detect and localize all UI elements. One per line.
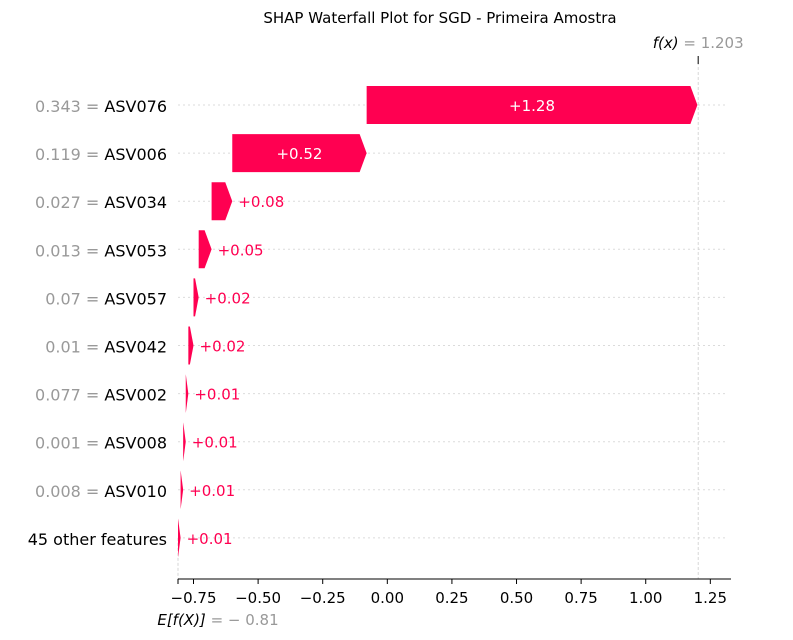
shap-value-label: +0.01 [189,482,235,500]
shap-bar-asv076 [366,86,698,124]
labels-layer: 0.343 = ASV076 0.119 = ASV006 0.027 = ASV0… [28,97,167,549]
feature-value-text: 0.077 = [35,385,104,404]
shap-value-label: +0.05 [218,241,264,259]
feature-name-text: ASV076 [104,97,167,116]
fx-symbol: f(x) [653,34,684,52]
feature-value-text: 0.013 = [35,241,104,260]
x-tick-label: 0.00 [371,589,404,607]
shap-bar-asv002 [185,374,189,413]
shap-bar-asv010 [180,470,184,509]
base-value: = − 0.81 [211,611,279,629]
feature-label: 45 other features [28,529,167,548]
feature-value-text: 0.343 = [35,97,104,116]
shap-bar-45-other-features [178,518,181,557]
fx-annotation: f(x) = 1.203 [653,34,744,64]
feature-label: 0.013 = ASV053 [35,241,167,260]
x-tick-label: 0.25 [435,589,468,607]
feature-label: 0.001 = ASV008 [35,433,167,452]
shap-bar-asv034 [211,182,233,221]
base-value-label: E[f(X)] = − 0.81 [157,611,278,629]
feature-name-text: ASV002 [104,385,167,404]
fx-value: = 1.203 [683,34,743,52]
feature-value-text: 0.01 = [45,337,104,356]
bars-layer: +1.28 +0.52 +0.08 +0.05 +0.02 +0.02 +0.01 +0.01… [178,86,698,557]
feature-label: 0.01 = ASV042 [45,337,167,356]
feature-value-text: 0.008 = [35,481,104,500]
shap-value-label: +0.01 [192,434,238,452]
feature-value-text: 0.027 = [35,193,104,212]
shap-bar-asv006 [232,134,367,173]
shap-bar-asv053 [198,230,212,269]
x-tick-label: 0.50 [500,589,533,607]
feature-label: 0.008 = ASV010 [35,481,167,500]
x-tick-label: −0.50 [235,589,281,607]
shap-value-label: +1.28 [509,97,555,115]
feature-label: 0.027 = ASV034 [35,193,167,212]
feature-label: 0.119 = ASV006 [35,145,167,164]
feature-name-text: ASV053 [104,241,167,260]
x-tick-label: 1.00 [629,589,662,607]
feature-name-text: 45 other features [28,529,167,548]
feature-value-text: 0.119 = [35,145,104,164]
x-axis: −0.75 −0.50 −0.25 0.00 0.25 0.50 0.75 1.00 1.25 [171,578,731,607]
shap-value-label: +0.02 [200,338,246,356]
grid-layer [177,62,725,579]
feature-value-text: 0.07 = [45,289,104,308]
feature-name-text: ASV057 [104,289,167,308]
base-value-annotation: E[f(X)] = − 0.81 [157,611,278,629]
feature-value-text: 0.001 = [35,433,104,452]
feature-name-text: ASV034 [104,193,167,212]
shap-value-label: +0.01 [194,386,240,404]
x-tick-label: 1.25 [694,589,727,607]
x-tick-label: −0.25 [300,589,346,607]
x-tick-label: 0.75 [564,589,597,607]
shap-value-label: +0.08 [238,193,284,211]
feature-label: 0.343 = ASV076 [35,97,167,116]
feature-name-text: ASV010 [104,481,167,500]
feature-label: 0.077 = ASV002 [35,385,167,404]
fx-label: f(x) = 1.203 [653,34,744,52]
feature-name-text: ASV006 [104,145,167,164]
shap-value-label: +0.02 [205,289,251,307]
x-tick-label: −0.75 [171,589,217,607]
shap-value-label: +0.52 [276,145,322,163]
shap-bar-asv042 [188,326,194,365]
chart-title: SHAP Waterfall Plot for SGD - Primeira A… [263,9,616,27]
shap-bar-asv008 [183,422,186,461]
shap-value-label: +0.01 [187,530,233,548]
feature-name-text: ASV042 [104,337,167,356]
base-symbol: E[f(X)] [157,611,210,629]
feature-label: 0.07 = ASV057 [45,289,167,308]
shap-bar-asv057 [193,278,199,317]
feature-name-text: ASV008 [104,433,167,452]
